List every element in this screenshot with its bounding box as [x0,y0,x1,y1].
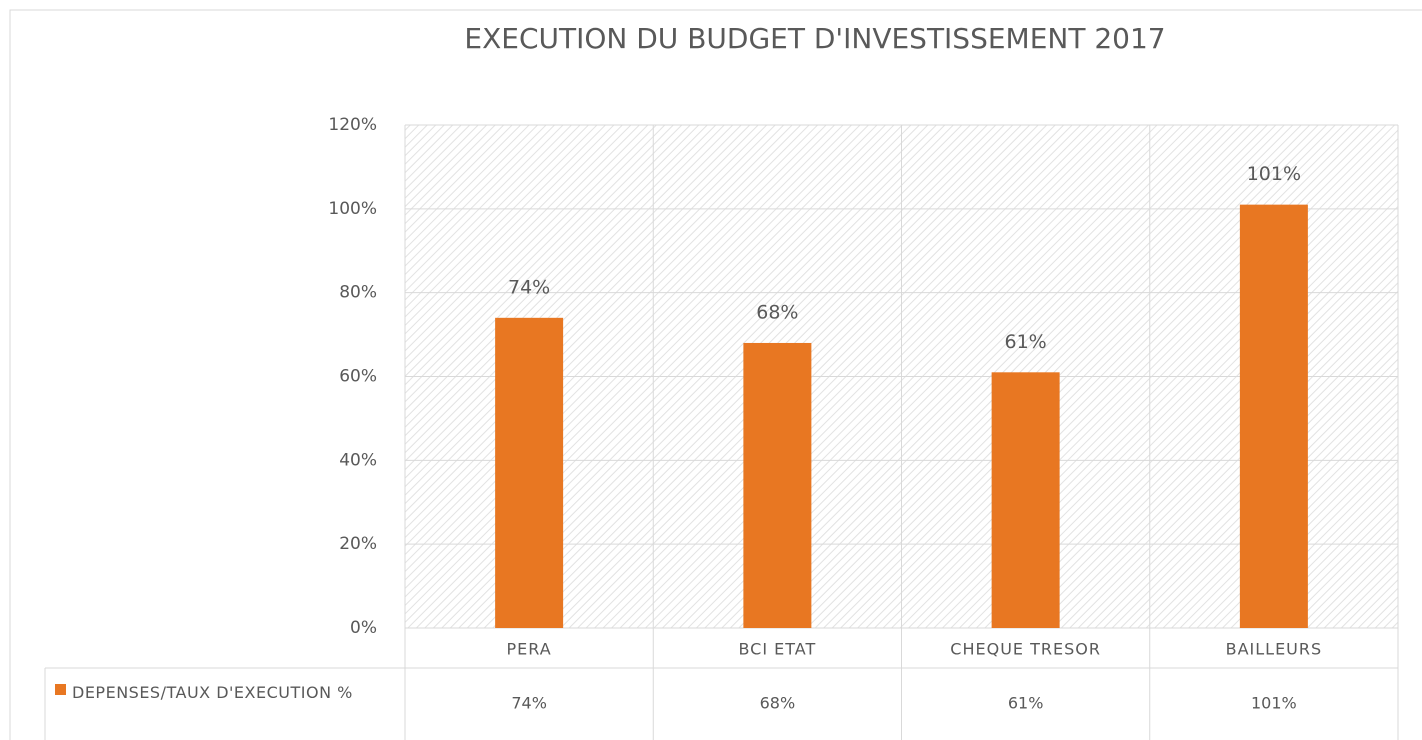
data-label: 68% [756,301,798,323]
chart-border [9,9,1422,740]
data-label: 74% [508,276,550,298]
y-tick-label: 0% [350,618,377,638]
y-tick-label: 120% [328,115,377,135]
y-tick-label: 100% [328,199,377,219]
data-label: 101% [1247,163,1301,185]
bar [743,342,812,628]
bar [495,317,564,628]
x-tick-label: CHEQUE TRESOR [950,640,1101,659]
y-tick-label: 80% [339,283,377,303]
legend-label: DEPENSES/TAUX D'EXECUTION % [72,683,353,702]
table-value: 74% [511,694,547,713]
y-tick-label: 40% [339,450,377,470]
legend-key [55,684,66,695]
x-tick-label: BCI ETAT [738,640,816,659]
bar [991,372,1060,628]
data-label: 61% [1005,331,1047,353]
bar [1239,204,1308,628]
x-tick-label: PERA [507,640,552,659]
table-value: 101% [1251,694,1297,713]
x-tick-label: BAILLEURS [1226,640,1323,659]
y-tick-label: 20% [339,534,377,554]
table-value: 68% [760,694,796,713]
table-value: 61% [1008,694,1044,713]
chart-title: EXECUTION DU BUDGET D'INVESTISSEMENT 201… [464,22,1165,55]
y-tick-label: 60% [339,367,377,387]
